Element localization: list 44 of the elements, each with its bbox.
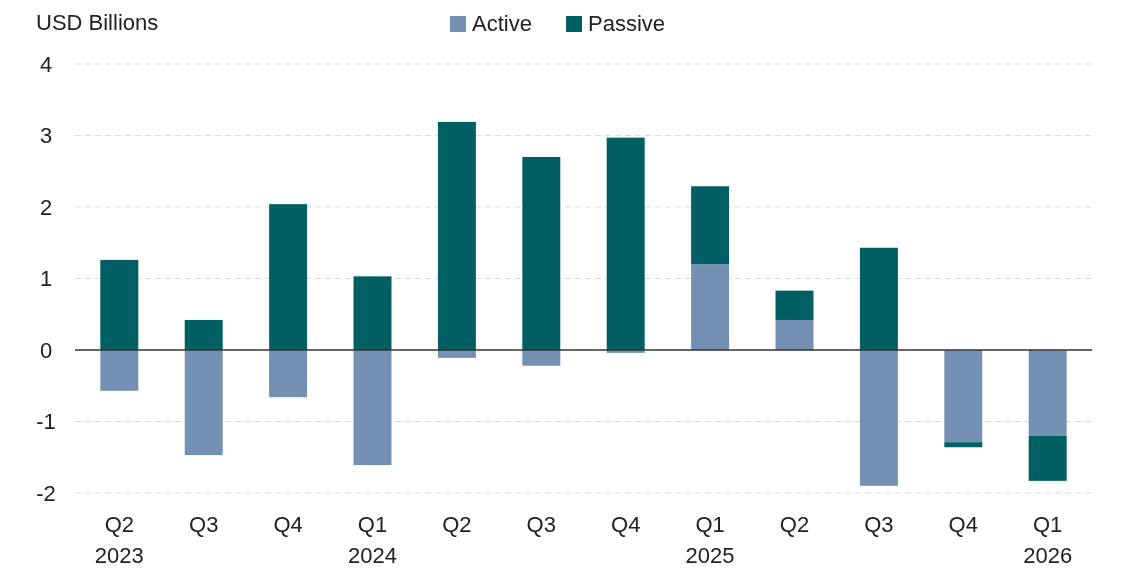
x-tick-label: Q4	[611, 512, 641, 537]
bar	[1028, 350, 1067, 436]
x-tick-label: Q3	[864, 512, 894, 537]
bar	[522, 350, 561, 366]
x-tick-label: Q1 2025	[685, 512, 735, 568]
bar	[1028, 435, 1067, 481]
bar	[859, 350, 898, 486]
bar	[775, 319, 814, 350]
y-tick-label: 0	[39, 337, 53, 363]
bar	[184, 350, 223, 456]
y-axis-title: USD Billions	[36, 10, 159, 35]
y-tick-label: -2	[36, 480, 56, 506]
bar	[269, 350, 308, 398]
x-tick-label: Q3	[526, 512, 556, 537]
y-tick-label: 4	[39, 51, 53, 77]
bar	[353, 350, 392, 466]
bar	[353, 276, 392, 350]
bar	[100, 350, 139, 391]
x-tick-label: Q4	[273, 512, 303, 537]
bar	[437, 121, 476, 350]
bar	[606, 137, 645, 350]
x-tick-label: Q1 2026	[1023, 512, 1073, 568]
bar	[691, 186, 730, 265]
x-tick-label: Q2	[442, 512, 472, 537]
y-tick-label: -1	[36, 409, 56, 435]
bar	[944, 350, 983, 443]
bar	[522, 156, 561, 350]
bar	[269, 204, 308, 350]
x-tick-label: Q4	[948, 512, 978, 537]
legend-label: Passive	[588, 11, 666, 36]
x-tick-label: Q2 2023	[94, 512, 144, 568]
y-tick-label: 1	[39, 266, 53, 292]
y-tick-label: 3	[39, 123, 53, 149]
bar	[859, 247, 898, 350]
bar	[775, 290, 814, 320]
bar	[100, 259, 139, 350]
x-tick-label: Q3	[189, 512, 219, 537]
bar	[184, 319, 223, 350]
y-tick-label: 2	[39, 194, 53, 220]
x-tick-label: Q1 2024	[348, 512, 397, 568]
x-tick-label: Q2	[779, 512, 810, 537]
bar	[691, 264, 730, 350]
legend-label: Active	[472, 11, 532, 36]
bar	[944, 442, 983, 448]
